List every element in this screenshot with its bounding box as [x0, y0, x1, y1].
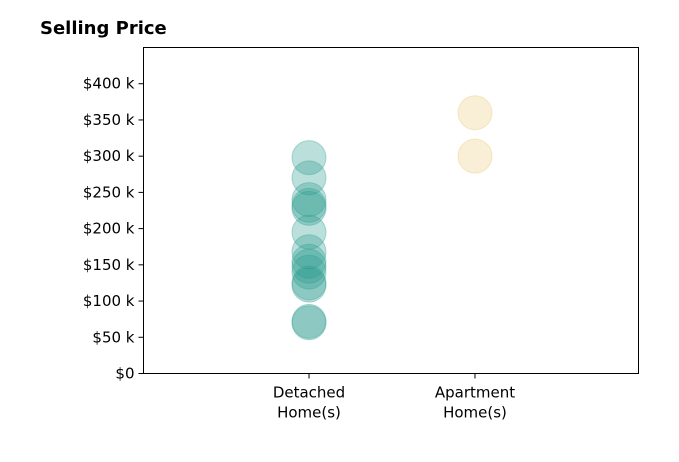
y-tick-label: $350 k	[83, 111, 135, 129]
data-point	[291, 187, 327, 223]
x-tick-label: Apartment	[435, 384, 515, 402]
data-point	[291, 214, 327, 250]
data-point	[291, 305, 327, 341]
x-axis: Detached Home(s) Apartment Home(s)	[273, 373, 515, 422]
data-point	[457, 95, 493, 131]
data-point	[291, 254, 327, 290]
y-tick-label: $300 k	[83, 147, 135, 165]
data-point	[291, 267, 327, 303]
data-point	[291, 303, 327, 339]
y-tick-label: $50 k	[92, 328, 134, 346]
data-point	[291, 248, 327, 284]
x-tick-label: Home(s)	[277, 404, 341, 422]
data-point	[291, 234, 327, 270]
y-tick-label: $250 k	[83, 183, 135, 201]
chart-title: Selling Price	[40, 18, 167, 39]
data-point	[291, 140, 327, 176]
y-tick-label: $100 k	[83, 292, 135, 310]
data-point	[291, 265, 327, 301]
y-tick-label: $150 k	[83, 256, 135, 274]
y-tick-label: $400 k	[83, 75, 135, 93]
plot-area-frame	[143, 47, 639, 374]
data-point	[291, 190, 327, 226]
y-tick-label: $200 k	[83, 220, 135, 238]
data-point	[291, 243, 327, 279]
data-point	[291, 160, 327, 196]
y-axis: $0 $50 k $100 k $150 k $200 k $250 k $300 k $35…	[83, 75, 144, 383]
y-tick-label: $0	[115, 365, 134, 383]
data-points	[291, 95, 493, 341]
x-tick-label: Home(s)	[443, 404, 507, 422]
data-point	[457, 138, 493, 174]
data-point	[291, 182, 327, 218]
x-tick-label: Detached	[273, 384, 345, 402]
